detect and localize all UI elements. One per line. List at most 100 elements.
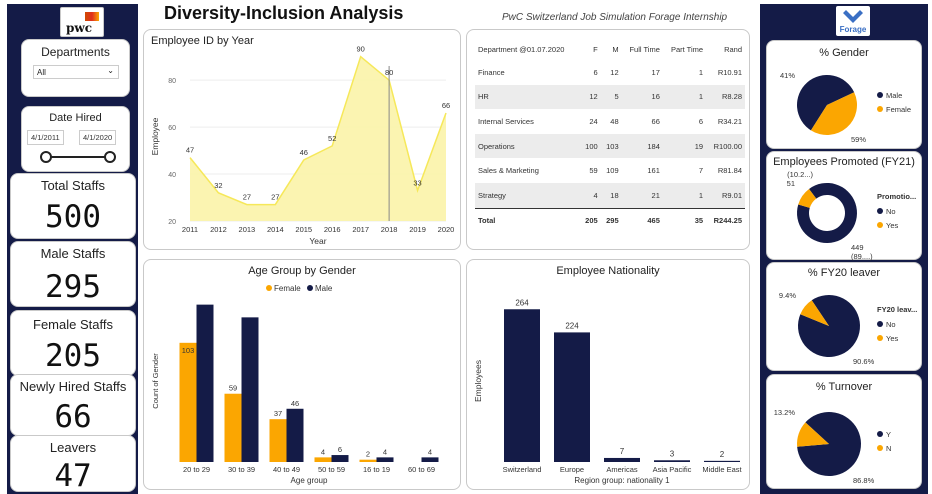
table-cell: Finance (478, 67, 505, 77)
x-tick-label: Asia Pacific (653, 465, 692, 474)
date-slider-track[interactable] (44, 156, 110, 158)
data-label: 47 (186, 146, 194, 155)
date-hired-slicer[interactable]: Date Hired 4/1/2011 4/1/2020 (21, 106, 130, 172)
table-row[interactable]: Operations 100 103 184 19 R100.00 (475, 133, 745, 159)
table-cell: R81.84 (717, 166, 742, 176)
legend-label: Female (886, 105, 911, 114)
pie-label: 59% (851, 135, 866, 144)
table-cell: R9.01 (706, 182, 745, 209)
legend-label: Yes (886, 334, 898, 343)
departments-dropdown[interactable]: All ⌄ (33, 65, 119, 79)
date-end-field[interactable]: 4/1/2020 (79, 130, 117, 145)
table-row[interactable]: HR 12 5 16 1 R8.28 (475, 84, 745, 110)
bar (504, 309, 540, 462)
turnover-card[interactable]: % Turnover 86.8% 13.2% Y N (766, 374, 922, 489)
chart-title: Employee Nationality (556, 265, 660, 277)
table-cell: Sales & Marketing (478, 166, 539, 176)
table-cell: 59 (589, 166, 598, 176)
column-header[interactable]: Full Time (629, 44, 660, 54)
chart-title: Employees Promoted (FY21) (773, 156, 915, 168)
x-tick-label: 2013 (239, 225, 256, 234)
legend-marker (877, 445, 883, 451)
table-row[interactable]: Finance 6 12 17 1 R10.91 (475, 60, 745, 85)
legend-label: Female (274, 284, 301, 293)
kpi-value: 500 (45, 199, 101, 235)
column-header[interactable]: Part Time (670, 44, 704, 54)
pie-label: 9.4% (779, 291, 796, 300)
kpi-female-staffs: Female Staffs 205 (10, 310, 136, 376)
data-label: 59 (229, 384, 237, 393)
chart-title: % Gender (819, 47, 869, 59)
employee-by-year-card[interactable]: Employee ID by Year 20 40 60 80 47 2011 32 2012… (143, 29, 461, 250)
promoted-donut-card[interactable]: Employees Promoted (FY21) 449 (89....) 51(… (766, 151, 922, 261)
table-total-cell: 465 (621, 207, 663, 234)
date-slider-start-handle[interactable] (40, 151, 52, 163)
legend-label: No (886, 207, 896, 216)
table-row[interactable]: Sales & Marketing 59 109 161 7 R81.84 (475, 158, 745, 183)
column-header[interactable]: Rand (724, 44, 742, 54)
column-header[interactable]: Department @01.07.2020 (478, 44, 565, 54)
bar-male (331, 455, 349, 462)
pwc-logo: pwc (60, 7, 104, 37)
age-group-card[interactable]: Age Group by Gender 103 20 to 29 59 30 to 3… (143, 259, 461, 490)
kpi-newly-hired: Newly Hired Staffs 66 (10, 374, 136, 436)
legend-marker (877, 222, 883, 228)
department-table: Department @01.07.2020 F M Full Time Par… (475, 38, 745, 234)
gender-pie-card[interactable]: % Gender 59% 41% Male Female (766, 40, 922, 149)
x-tick-label: 50 to 59 (318, 465, 345, 474)
pie-label: 51 (787, 179, 795, 188)
x-tick-label: 2016 (324, 225, 341, 234)
kpi-leavers: Leavers 47 (10, 435, 136, 494)
table-row[interactable]: Internal Services 24 48 66 6 R34.21 (475, 109, 745, 134)
table-total-cell: R244.25 (706, 207, 745, 234)
table-cell: 5 (600, 84, 622, 110)
pie-slice-female (810, 92, 857, 135)
legend-marker (307, 285, 313, 291)
data-label: 2 (366, 450, 370, 459)
bar-male (241, 317, 259, 462)
table-row[interactable]: Strategy 4 18 21 1 R9.01 (475, 182, 745, 209)
data-label: 80 (385, 68, 393, 77)
table-cell: 161 (647, 166, 660, 176)
x-tick-label: 2020 (438, 225, 455, 234)
x-tick-label: 16 to 19 (363, 465, 390, 474)
x-tick-label: Americas (606, 465, 638, 474)
table-cell: R34.21 (717, 116, 742, 126)
bar-male (196, 304, 214, 462)
column-header[interactable]: F (593, 44, 598, 54)
data-label: 37 (274, 409, 282, 418)
data-label: 6 (338, 445, 342, 454)
pie-label: 13.2% (774, 408, 796, 417)
kpi-label: Female Staffs (33, 317, 113, 332)
date-slider-end-handle[interactable] (104, 151, 116, 163)
departments-label: Departments (41, 45, 110, 59)
table-cell: 103 (600, 133, 622, 159)
table-cell: 6 (698, 116, 704, 126)
kpi-value: 47 (54, 458, 92, 494)
data-label: 27 (243, 193, 251, 202)
x-tick-label: 2012 (210, 225, 227, 234)
employee-by-year-chart: 20 40 60 80 47 2011 32 2012 27 2013 27 2014 46 2015 52… (150, 45, 455, 246)
data-label: 90 (356, 45, 364, 54)
legend-marker (266, 285, 272, 291)
right-sidebar: Forage % Gender 59% 41% Male Female Employe… (760, 4, 928, 494)
legend-marker (877, 208, 883, 214)
table-cell: 18 (600, 182, 622, 209)
forage-logo-mark-icon (843, 10, 863, 23)
table-cell: 4 (579, 182, 601, 209)
pie-label: 449 (851, 243, 864, 252)
legend-title: Promotio... (877, 192, 916, 201)
x-tick-label: 2018 (381, 225, 398, 234)
legend-title: FY20 leav... (877, 305, 917, 314)
department-table-card[interactable]: Department @01.07.2020 F M Full Time Par… (466, 29, 750, 250)
nationality-card[interactable]: Employee Nationality 264 Switzerland 224 Eu… (466, 259, 750, 490)
data-label: 33 (413, 178, 421, 187)
pie-slice-n (797, 422, 829, 447)
data-label: 224 (565, 321, 579, 330)
data-label: 52 (328, 134, 336, 143)
kpi-value: 295 (45, 269, 101, 305)
fy20-leaver-card[interactable]: % FY20 leaver 90.6% 9.4% FY20 leav... No Yes (766, 262, 922, 371)
column-header[interactable]: M (612, 44, 619, 54)
date-start-field[interactable]: 4/1/2011 (27, 130, 64, 145)
departments-slicer[interactable]: Departments All ⌄ (21, 39, 130, 97)
